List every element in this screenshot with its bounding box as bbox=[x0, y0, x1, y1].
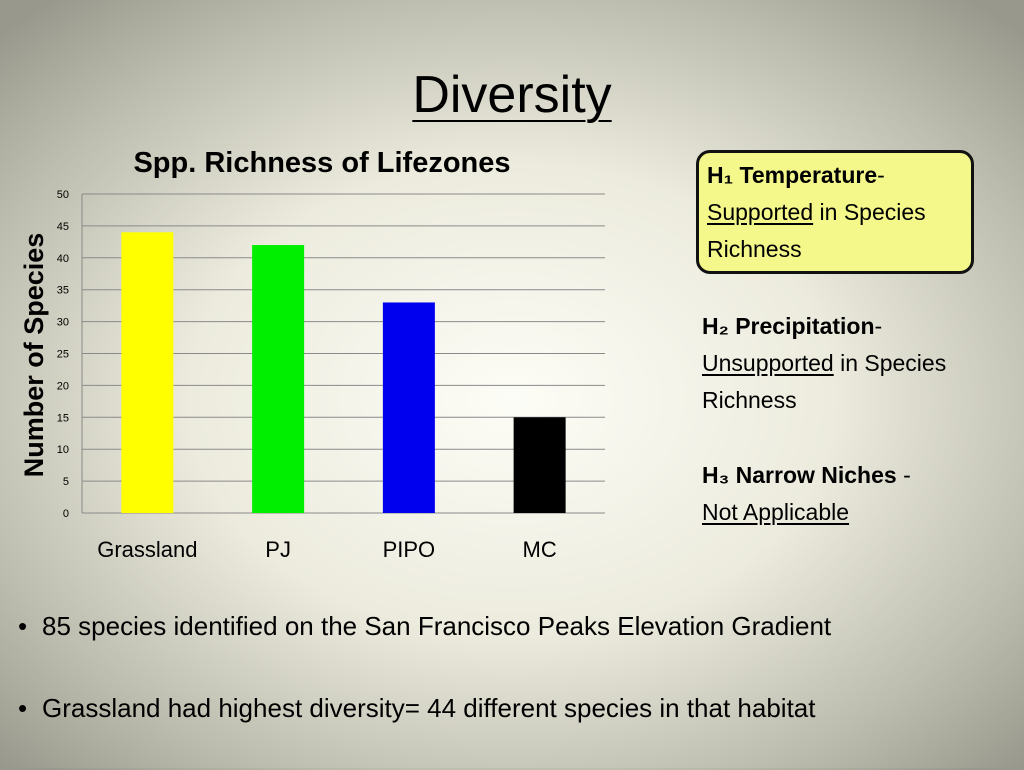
bullet-item-1: • 85 species identified on the San Franci… bbox=[18, 606, 831, 646]
bullet-symbol: • bbox=[18, 693, 28, 723]
category-label: Grassland bbox=[97, 537, 197, 562]
bar-mc bbox=[513, 417, 566, 513]
slide-title: Diversity bbox=[412, 66, 612, 124]
hypothesis-1-separator: - bbox=[877, 162, 885, 188]
hypothesis-3-label: H₃ Narrow Niches bbox=[702, 462, 897, 488]
hypothesis-3-separator: - bbox=[896, 462, 911, 488]
y-tick-label: 45 bbox=[57, 221, 69, 233]
y-axis-label: Number of Species bbox=[19, 233, 49, 478]
category-label: PIPO bbox=[383, 537, 436, 562]
hypothesis-1-box: H₁ Temperature- Supported in Species Ric… bbox=[696, 150, 974, 274]
y-tick-label: 35 bbox=[57, 285, 69, 297]
bars bbox=[121, 232, 566, 513]
x-tick-labels: Grassland PJ PIPO MC bbox=[97, 537, 557, 562]
y-tick-label: 10 bbox=[57, 444, 69, 456]
bullet-list: • 85 species identified on the San Franci… bbox=[18, 606, 831, 770]
y-tick-label: 5 bbox=[63, 476, 69, 488]
bullet-item-2: • Grassland had highest diversity= 44 dif… bbox=[18, 688, 831, 728]
y-tick-label: 25 bbox=[57, 349, 69, 361]
hypothesis-2-rest: in Species Richness bbox=[702, 350, 947, 413]
chart-title: Spp. Richness of Lifezones bbox=[133, 147, 510, 179]
hypothesis-1-status: Supported bbox=[707, 199, 814, 225]
y-tick-label: 50 bbox=[57, 189, 69, 201]
y-tick-labels: 0 5 10 15 20 25 30 35 40 45 50 bbox=[57, 189, 69, 520]
bullet-text-1: 85 species identified on the San Francis… bbox=[42, 611, 832, 641]
hypothesis-2-separator: - bbox=[874, 313, 883, 339]
hypothesis-2-status: Unsupported bbox=[702, 350, 834, 376]
bullet-symbol: • bbox=[18, 611, 28, 641]
category-label: MC bbox=[523, 537, 557, 562]
y-tick-label: 40 bbox=[57, 253, 69, 265]
bar-chart: Spp. Richness of Lifezones Number of Spe… bbox=[19, 147, 605, 562]
bar-pipo bbox=[382, 302, 435, 513]
hypothesis-1-rest: in Species Richness bbox=[707, 199, 926, 262]
hypothesis-3-status: Not Applicable bbox=[702, 499, 850, 525]
hypothesis-1-label: H₁ Temperature bbox=[707, 162, 878, 188]
hypothesis-2-box: H₂ Precipitation- Unsupported in Species… bbox=[702, 308, 972, 419]
hypothesis-2-label: H₂ Precipitation bbox=[702, 313, 875, 339]
y-tick-label: 15 bbox=[57, 412, 69, 424]
bar-grassland bbox=[121, 232, 174, 513]
bullet-text-2: Grassland had highest diversity= 44 diff… bbox=[42, 693, 816, 723]
y-tick-label: 0 bbox=[63, 508, 69, 520]
y-tick-label: 20 bbox=[57, 380, 69, 392]
bar-pj bbox=[252, 245, 305, 513]
hypothesis-3-box: H₃ Narrow Niches - Not Applicable bbox=[702, 457, 982, 531]
y-tick-label: 30 bbox=[57, 317, 69, 329]
category-label: PJ bbox=[265, 537, 291, 562]
